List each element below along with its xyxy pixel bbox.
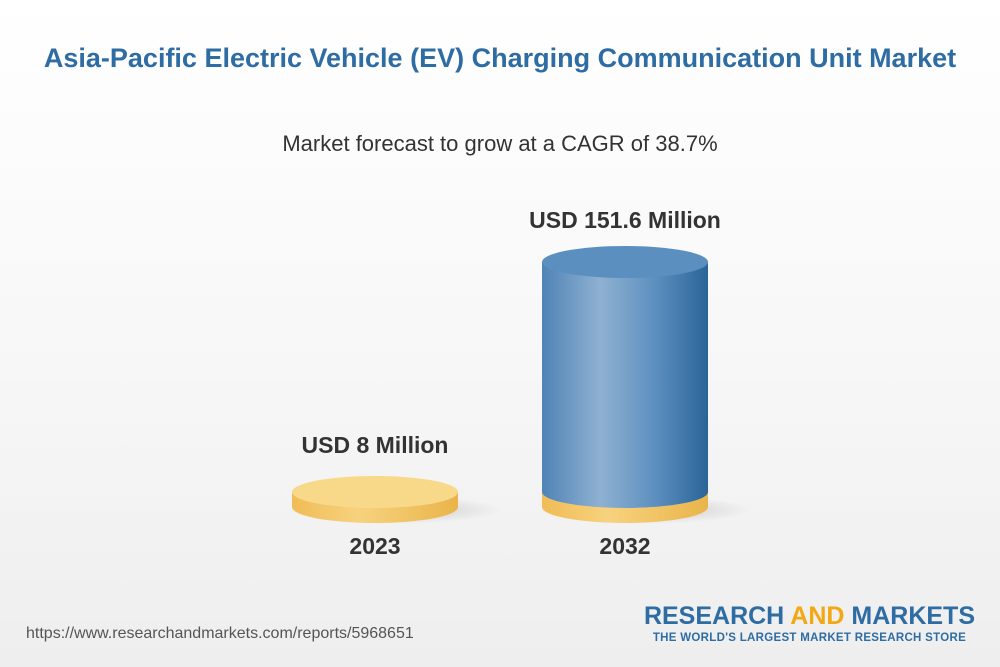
category-label-2023: 2023 (349, 533, 400, 559)
brand-word-markets: MARKETS (851, 602, 975, 630)
base-disc-top-2023 (292, 476, 458, 508)
bar-top-2032 (542, 246, 708, 278)
data-label-2032: USD 151.6 Million (529, 207, 721, 233)
data-label-2023: USD 8 Million (302, 432, 449, 458)
source-url[interactable]: https://www.researchandmarkets.com/repor… (26, 625, 414, 642)
chart-title: Asia-Pacific Electric Vehicle (EV) Charg… (43, 43, 957, 73)
brand-tagline: THE WORLD'S LARGEST MARKET RESEARCH STOR… (652, 632, 967, 644)
brand-name: RESEARCH AND MARKETS (644, 602, 975, 630)
bar-2032 (542, 262, 708, 508)
chart-subtitle: Market forecast to grow at a CAGR of 38.… (282, 131, 718, 156)
brand-word-and: AND (790, 602, 845, 630)
category-label-2032: 2032 (599, 533, 650, 559)
brand-word-research: RESEARCH (643, 602, 785, 630)
chart-area: USD 8 Million 2023 USD 151.6 Million 2032 (288, 207, 752, 559)
brand-logo: RESEARCH AND MARKETS THE WORLD'S LARGEST… (644, 602, 975, 646)
